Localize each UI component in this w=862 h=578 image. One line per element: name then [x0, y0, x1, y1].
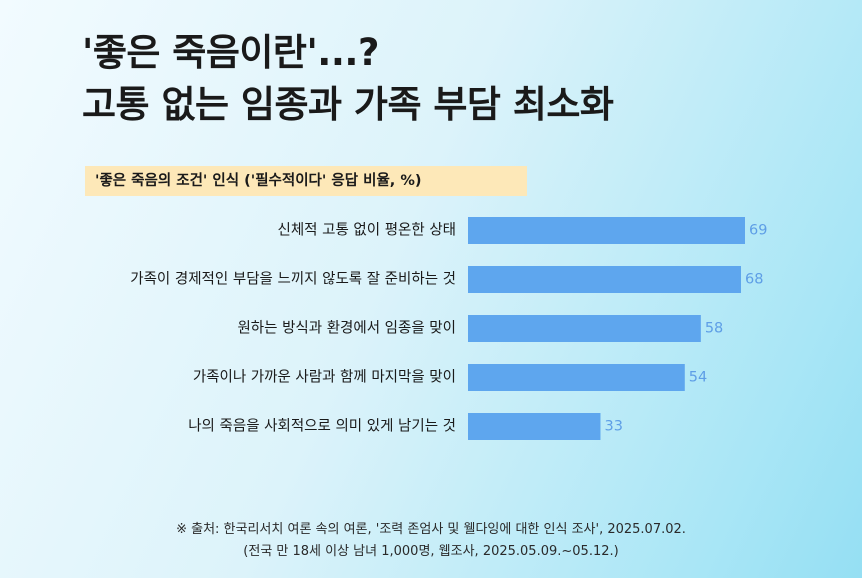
bar	[468, 315, 701, 342]
bar	[468, 413, 601, 440]
category-label: 원하는 방식과 환경에서 임종을 맞이	[237, 320, 456, 337]
value-label: 54	[689, 370, 707, 386]
value-label: 33	[604, 419, 622, 435]
category-label: 가족이 경제적인 부담을 느끼지 않도록 잘 준비하는 것	[130, 271, 456, 288]
title-line-1: '좋은 죽음이란'...?	[82, 31, 379, 74]
value-label: 68	[745, 272, 763, 288]
category-label: 가족이나 가까운 사람과 함께 마지막을 맞이	[193, 369, 456, 386]
chart-title: '좋은 죽음의 조건' 인식 ('필수적이다' 응답 비율, %)	[85, 166, 527, 196]
source-footnote: ※ 출처: 한국리서치 여론 속의 여론, '조력 존엄사 및 웰다잉에 대한 …	[176, 522, 686, 537]
bar	[468, 217, 745, 244]
bar-chart: 신체적 고통 없이 평온한 상태 69 가족이 경제적인 부담을 느끼지 않도록 잘…	[130, 217, 767, 440]
category-label: 나의 죽음을 사회적으로 의미 있게 남기는 것	[188, 418, 456, 435]
category-label: 신체적 고통 없이 평온한 상태	[277, 222, 456, 239]
bar	[468, 266, 741, 293]
bar	[468, 364, 685, 391]
value-label: 69	[749, 223, 767, 239]
value-label: 58	[705, 321, 723, 337]
title-line-2: 고통 없는 임종과 가족 부담 최소화	[82, 83, 614, 126]
survey-footnote: (전국 만 18세 이상 남녀 1,000명, 웹조사, 2025.05.09.…	[243, 544, 619, 559]
